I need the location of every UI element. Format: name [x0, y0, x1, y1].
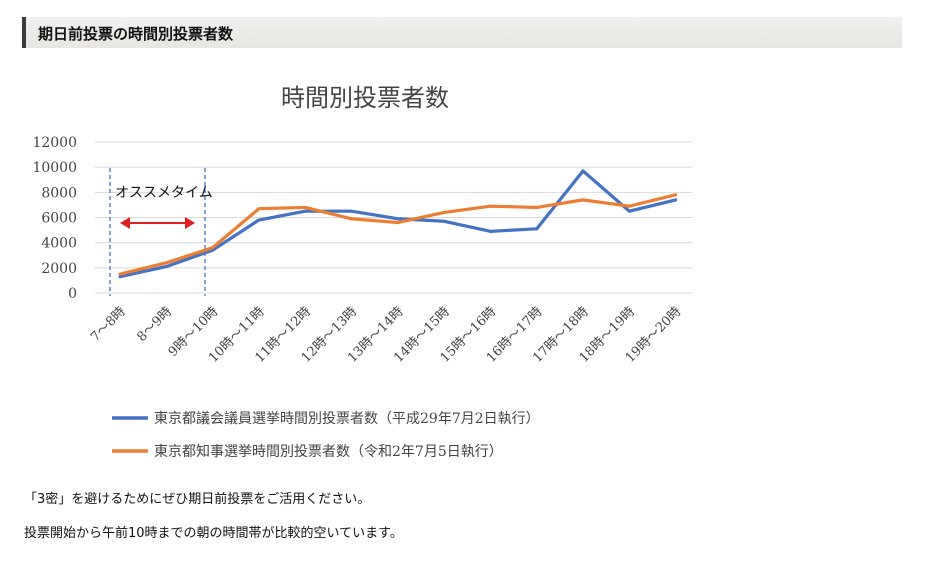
data-point	[628, 210, 631, 213]
x-tick-label: 7～8時	[88, 304, 129, 345]
data-point	[628, 204, 631, 208]
advice-text: 「3密」を避けるためにぜひ期日前投票をご活用ください。	[24, 492, 371, 507]
data-point	[581, 169, 585, 173]
arrow-head-right	[185, 217, 195, 229]
y-tick-label: 0	[68, 286, 77, 302]
series-line-1	[118, 193, 678, 276]
data-point	[535, 227, 538, 231]
data-point	[257, 218, 261, 222]
line-chart: 時間別投票者数 0 2000 4000 6000 8000 10000 12000 7～8時…	[32, 84, 692, 460]
data-point	[350, 217, 353, 220]
chart-image: 時間別投票者数 0 2000 4000 6000 8000 10000 12000 7～8時…	[20, 60, 720, 472]
data-point	[257, 207, 261, 210]
data-point	[442, 220, 446, 223]
data-point	[211, 249, 214, 252]
annotation-label: オススメタイム	[115, 185, 213, 201]
section-header: 期日前投票の時間別投票者数	[22, 17, 902, 48]
legend-label: 東京都知事選挙時間別投票者数（令和2年7月5日執行）	[154, 443, 503, 460]
y-tick-label: 4000	[41, 236, 77, 252]
data-point	[304, 210, 307, 213]
data-point	[118, 275, 122, 278]
data-point	[581, 198, 585, 202]
x-tick-label: 8～9時	[134, 304, 175, 345]
data-point	[118, 272, 122, 276]
data-point	[165, 265, 168, 268]
info-text: 投票開始から午前10時までの朝の時間帯が比較的空いています。	[24, 526, 403, 541]
data-point	[211, 246, 214, 249]
section-title: 期日前投票の時間別投票者数	[38, 25, 234, 43]
data-point	[535, 206, 538, 209]
y-tick-label: 2000	[41, 261, 77, 277]
data-point	[674, 193, 677, 197]
chart-title: 時間別投票者数	[281, 84, 449, 112]
data-point	[396, 217, 399, 220]
arrow-head-left	[120, 217, 130, 229]
y-tick-label: 6000	[41, 211, 77, 227]
data-point	[304, 206, 307, 209]
y-tick-label: 12000	[32, 135, 77, 151]
legend-label: 東京都議会議員選挙時間別投票者数（平成29年7月2日執行）	[154, 410, 540, 427]
y-tick-label: 8000	[41, 185, 77, 201]
data-point	[442, 211, 446, 214]
y-tick-label: 10000	[32, 160, 77, 176]
data-point	[165, 261, 168, 264]
data-point	[396, 221, 399, 224]
data-point	[350, 210, 353, 213]
data-point	[489, 204, 492, 208]
data-point	[489, 230, 492, 233]
data-point	[674, 198, 677, 202]
